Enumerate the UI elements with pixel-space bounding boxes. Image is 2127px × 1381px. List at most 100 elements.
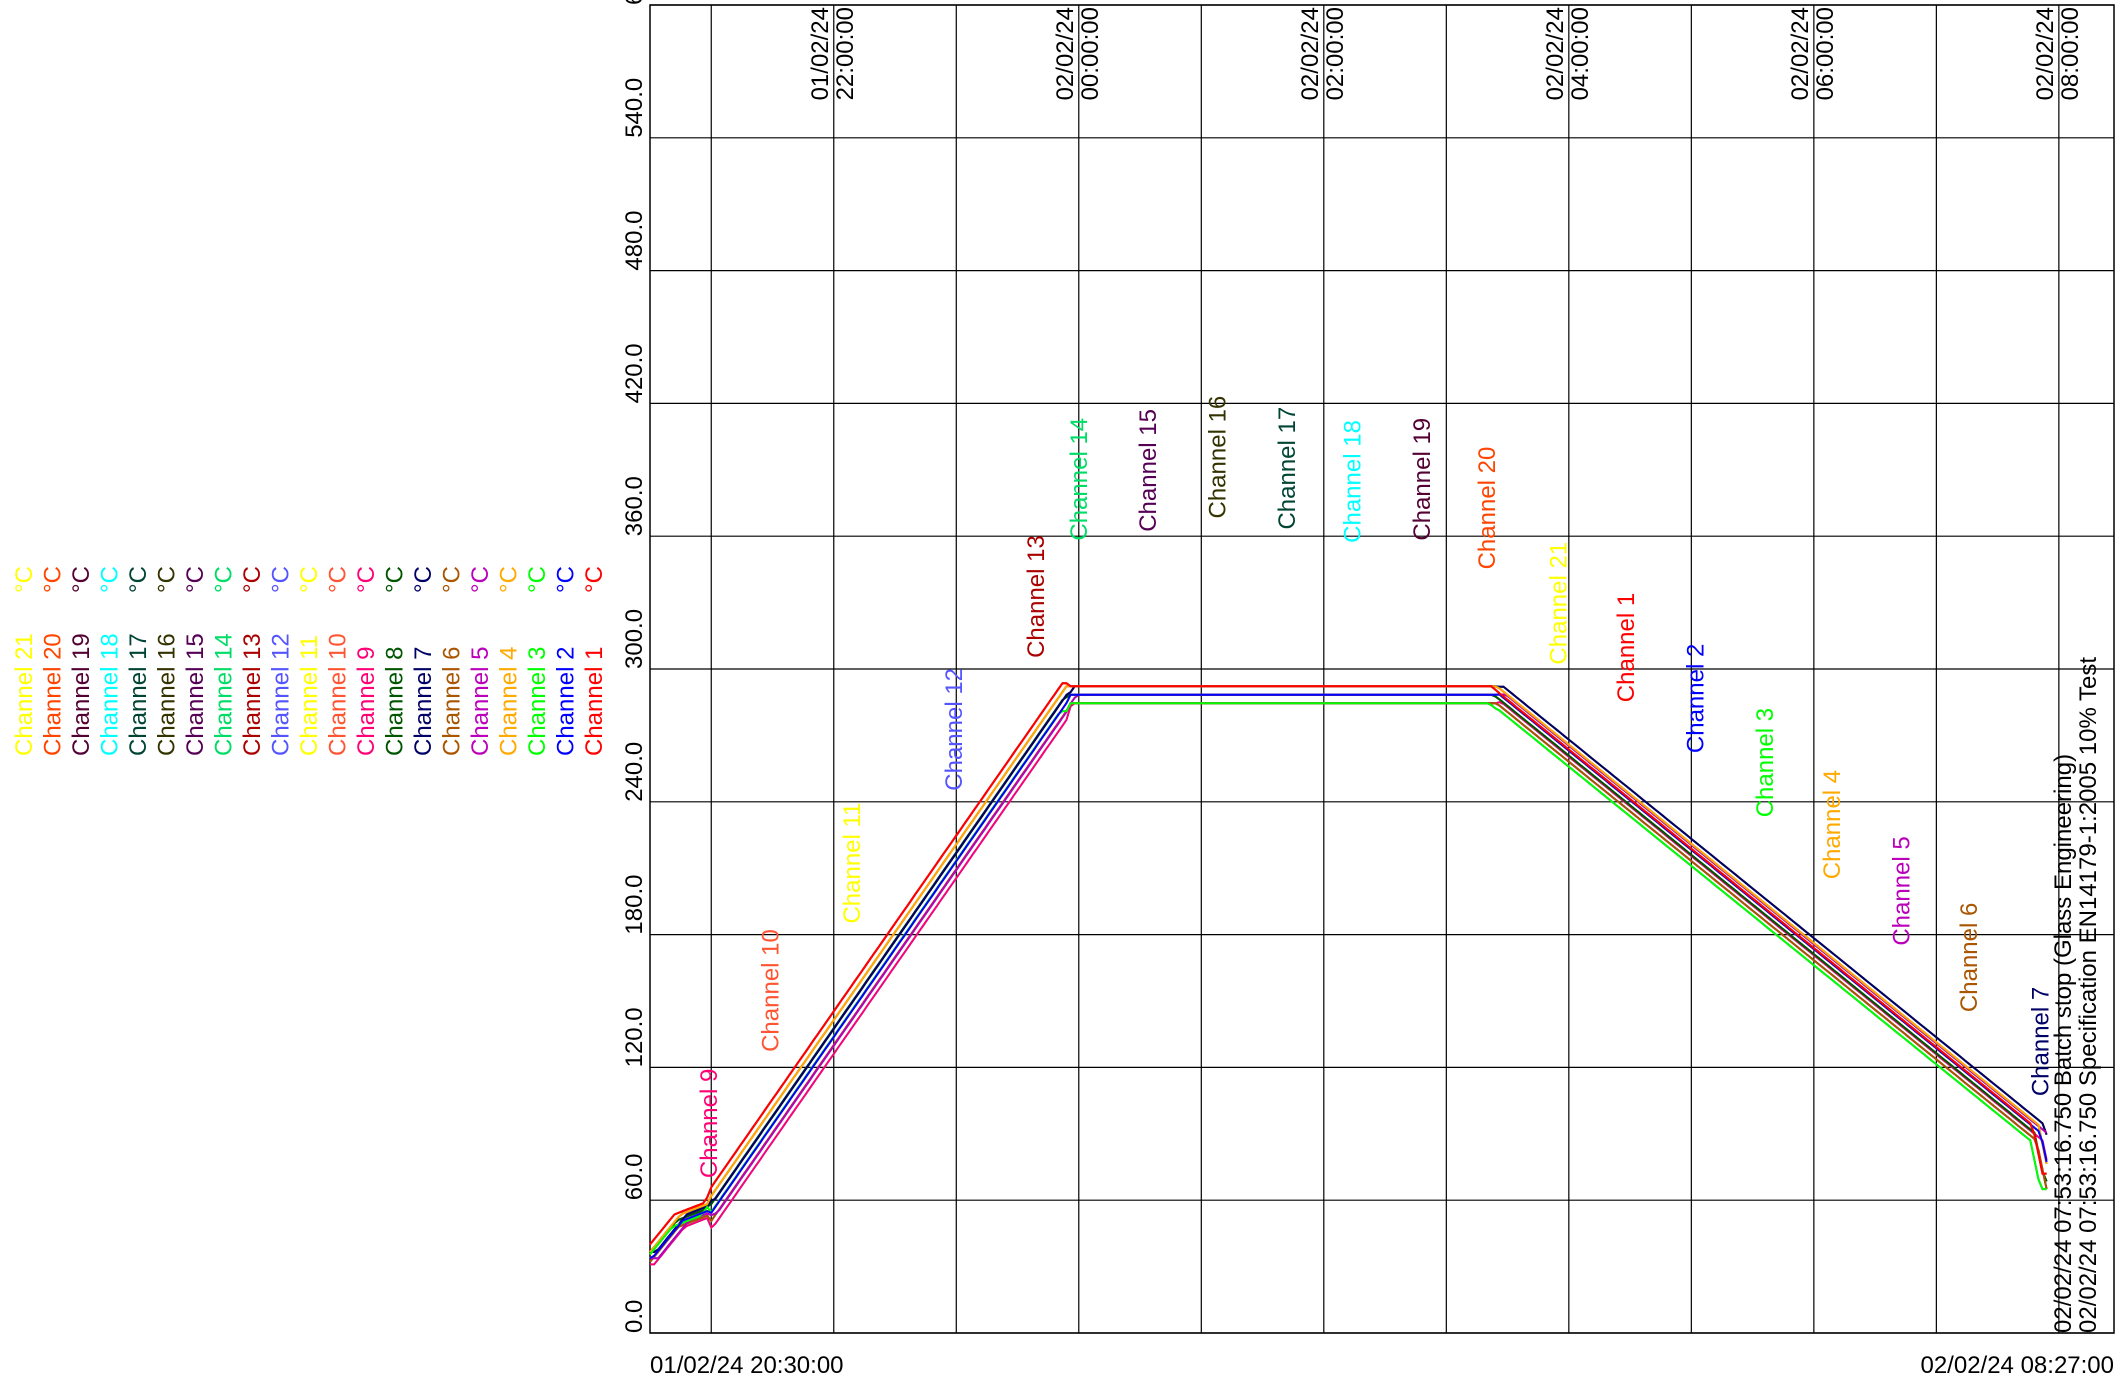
legend-item-unit: °C xyxy=(68,566,95,593)
channel-annotation: Channel 5 xyxy=(1889,836,1916,945)
event-note: 02/02/24 07:53:16.750 Specification EN14… xyxy=(2075,657,2102,1333)
x-tick-date: 02/02/24 xyxy=(1542,7,1569,100)
channel-annotation: Channel 20 xyxy=(1474,447,1501,570)
y-tick-label: 300.0 xyxy=(621,609,648,669)
y-tick-label: 360.0 xyxy=(621,476,648,536)
event-note: 02/02/24 07:53:16.750 Batch stop (Glass … xyxy=(2050,754,2077,1333)
x-tick-date: 02/02/24 xyxy=(1297,7,1324,100)
legend-item-name: Channel 1 xyxy=(581,647,608,756)
series-line xyxy=(649,682,2047,1246)
x-start-label: 01/02/24 20:30:00 xyxy=(650,1352,844,1379)
y-tick-label: 60.0 xyxy=(621,1153,648,1200)
y-tick-label: 180.0 xyxy=(621,875,648,935)
channel-annotation: Channel 12 xyxy=(941,668,968,791)
legend-item: Channel 6 °C xyxy=(439,566,466,756)
y-tick-label: 120.0 xyxy=(621,1007,648,1067)
legend-item-name: Channel 8 xyxy=(382,647,409,756)
channel-annotation: Channel 3 xyxy=(1752,708,1779,817)
legend-item-unit: °C xyxy=(496,566,523,593)
x-tick-time: 02:00:00 xyxy=(1322,7,1349,100)
channel-annotation: Channel 17 xyxy=(1274,407,1301,530)
x-tick-time: 22:00:00 xyxy=(832,7,859,100)
channel-annotation: Channel 6 xyxy=(1956,903,1983,1012)
legend-item-name: Channel 19 xyxy=(68,633,95,756)
legend-item-name: Channel 14 xyxy=(211,633,238,756)
x-tick-date: 02/02/24 xyxy=(1787,7,1814,100)
legend-item-name: Channel 3 xyxy=(524,647,551,756)
legend-item-name: Channel 7 xyxy=(410,647,437,756)
x-tick-time: 08:00:00 xyxy=(2057,7,2084,100)
channel-annotation: Channel 21 xyxy=(1546,542,1573,665)
legend-item-unit: °C xyxy=(524,566,551,593)
legend-item: Channel 15 °C xyxy=(182,566,209,756)
legend-item: Channel 7 °C xyxy=(410,566,437,756)
legend-item-name: Channel 15 xyxy=(182,633,209,756)
legend-item: Channel 20 °C xyxy=(40,566,67,756)
legend-item-name: Channel 5 xyxy=(467,647,494,756)
legend-item: Channel 3 °C xyxy=(524,566,551,756)
legend-item-unit: °C xyxy=(410,566,437,593)
channel-annotations: Channel 9 Channel 10 Channel 11 Channel 12 C… xyxy=(696,396,2054,1178)
y-tick-label: 600.0 xyxy=(621,0,648,5)
legend-item-unit: °C xyxy=(40,566,67,593)
legend-item: Channel 21 °C xyxy=(11,566,38,756)
channel-annotation: Channel 11 xyxy=(839,803,866,924)
channel-annotation: Channel 13 xyxy=(1023,535,1050,658)
y-tick-label: 240.0 xyxy=(621,742,648,802)
channel-annotation: Channel 2 xyxy=(1682,644,1709,753)
channel-annotation: Channel 14 xyxy=(1066,418,1093,541)
legend-item: Channel 2 °C xyxy=(553,566,580,756)
x-tick-date: 02/02/24 xyxy=(1052,7,1079,100)
legend-item: Channel 19 °C xyxy=(68,566,95,756)
legend-item-unit: °C xyxy=(325,566,352,593)
legend-item: Channel 9 °C xyxy=(353,566,380,756)
channel-annotation: Channel 18 xyxy=(1339,420,1366,543)
legend-item-unit: °C xyxy=(125,566,152,593)
legend-item-unit: °C xyxy=(353,566,380,593)
legend-item-unit: °C xyxy=(296,566,323,593)
legend-item: Channel 13 °C xyxy=(239,566,266,756)
legend-item: Channel 14 °C xyxy=(211,566,238,756)
channel-annotation: Channel 9 xyxy=(696,1069,723,1178)
legend-item-name: Channel 11 xyxy=(296,635,323,756)
channel-annotation: Channel 19 xyxy=(1409,418,1436,541)
x-tick-time: 06:00:00 xyxy=(1812,7,1839,100)
channel-annotation: Channel 4 xyxy=(1819,770,1846,879)
legend-item-unit: °C xyxy=(439,566,466,593)
x-tick-date: 02/02/24 xyxy=(2032,7,2059,100)
legend-item-name: Channel 4 xyxy=(496,647,523,756)
y-tick-label: 0.0 xyxy=(621,1300,648,1333)
legend-item: Channel 8 °C xyxy=(382,566,409,756)
legend-item-unit: °C xyxy=(268,566,295,593)
channel-annotation: Channel 1 xyxy=(1613,593,1640,702)
x-end-label: 02/02/24 08:27:00 xyxy=(1920,1352,2114,1379)
y-tick-label: 480.0 xyxy=(621,211,648,271)
legend-item: Channel 4 °C xyxy=(496,566,523,756)
channel-annotation: Channel 15 xyxy=(1135,409,1162,532)
legend-item-name: Channel 6 xyxy=(439,647,466,756)
legend-item: Channel 18 °C xyxy=(97,566,124,756)
x-tick-time: 04:00:00 xyxy=(1567,7,1594,100)
legend-item-unit: °C xyxy=(154,566,181,593)
y-tick-label: 420.0 xyxy=(621,343,648,403)
legend-item-unit: °C xyxy=(553,566,580,593)
legend-item: Channel 1 °C xyxy=(581,566,608,756)
legend-item: Channel 5 °C xyxy=(467,566,494,756)
legend-item-name: Channel 10 xyxy=(325,633,352,756)
channel-annotation: Channel 10 xyxy=(757,929,784,1052)
channel-annotation: Channel 7 xyxy=(2027,987,2054,1096)
legend-item-unit: °C xyxy=(97,566,124,593)
legend-item-unit: °C xyxy=(11,566,38,593)
legend-item-name: Channel 20 xyxy=(40,633,67,756)
legend-item-name: Channel 21 xyxy=(11,633,38,756)
legend-item-name: Channel 17 xyxy=(125,633,152,756)
y-tick-label: 540.0 xyxy=(621,78,648,138)
legend-item-name: Channel 18 xyxy=(97,633,124,756)
legend-item-name: Channel 16 xyxy=(154,633,181,756)
